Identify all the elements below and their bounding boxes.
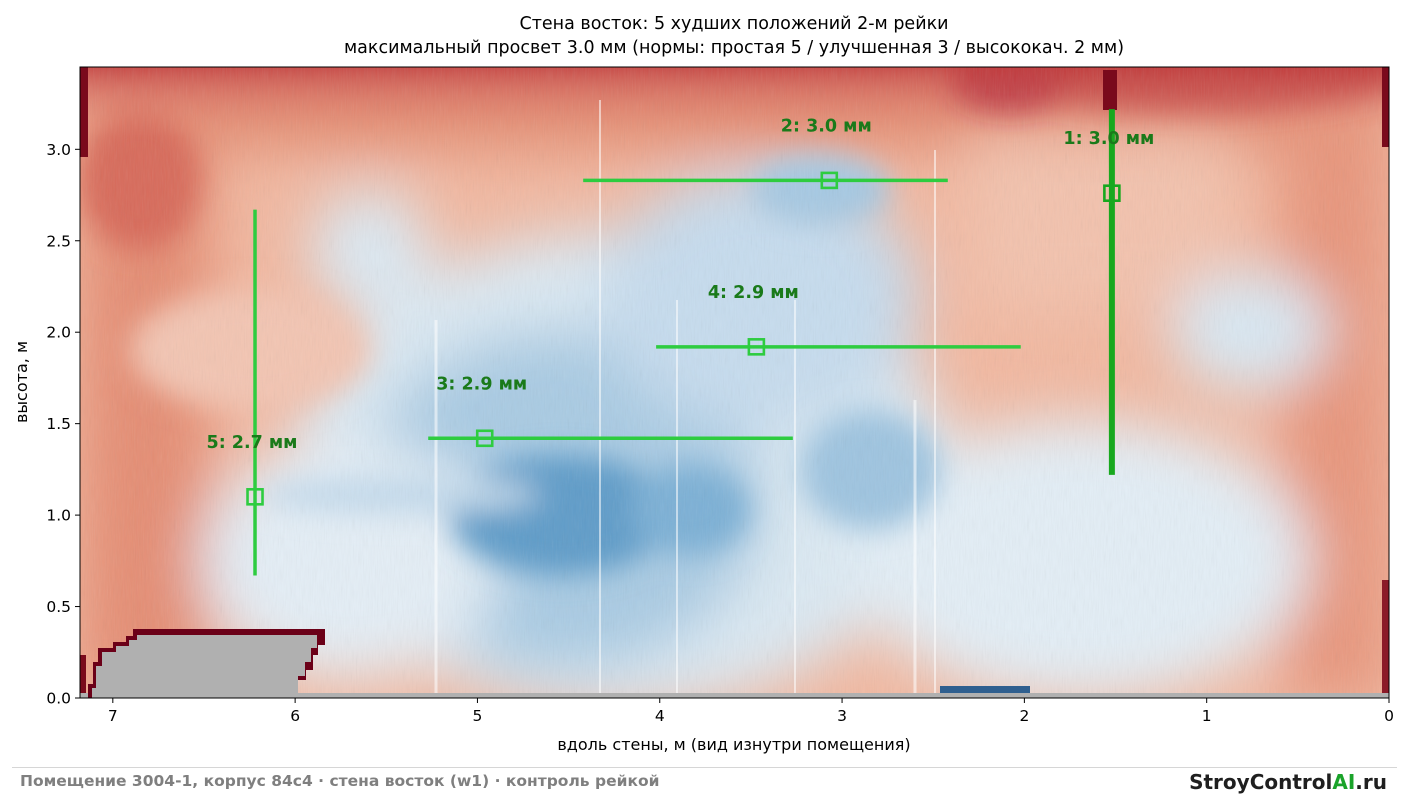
brand-accent: AI [1332, 770, 1356, 794]
max-gap-marker-5 [246, 488, 264, 506]
footer-divider [12, 767, 1397, 768]
placement-label-3: 3: 2.9 мм [436, 374, 527, 394]
axes: 7 6 5 4 3 2 1 0 0.0 0.5 1.0 1.5 2.0 2.5 3.0 [46, 141, 1394, 725]
y-tick-label: 2.5 [46, 232, 71, 250]
brand-prefix: StroyControl [1189, 770, 1333, 794]
brand-suffix: .ru [1355, 770, 1387, 794]
y-tick-label: 3.0 [46, 141, 71, 159]
brand-logo: StroyControlAI.ru [1189, 770, 1387, 794]
y-tick-label: 0.5 [46, 598, 71, 616]
x-tick-label: 7 [108, 707, 118, 725]
plot-frame [79, 66, 1390, 699]
x-tick-label: 3 [837, 707, 847, 725]
placement-label-4: 4: 2.9 мм [708, 283, 799, 303]
x-tick-label: 4 [655, 707, 665, 725]
x-tick-label: 6 [290, 707, 300, 725]
x-tick-label: 2 [1019, 707, 1029, 725]
x-tick-label: 0 [1384, 707, 1394, 725]
y-tick-label: 1.5 [46, 415, 71, 433]
placement-label-5: 5: 2.7 мм [207, 433, 298, 453]
chart-title: Стена восток: 5 худших положений 2-м рей… [519, 14, 948, 34]
worst-placements: 1: 3.0 мм 2: 3.0 мм 3: 2.9 мм 4: 2.9 мм 5: 2… [207, 109, 1154, 576]
footer-caption: Помещение 3004-1, корпус 84c4 · стена во… [20, 772, 660, 790]
x-axis-label: вдоль стены, м (вид изнутри помещения) [557, 735, 910, 754]
max-gap-marker-4 [747, 338, 766, 356]
y-tick-label: 1.0 [46, 507, 71, 525]
x-tick-label: 1 [1202, 707, 1212, 725]
x-tick-label: 5 [473, 707, 483, 725]
y-axis-label: высота, м [12, 341, 31, 423]
y-tick-label: 0.0 [46, 690, 71, 708]
max-gap-marker-1 [1103, 184, 1121, 202]
placement-label-1: 1: 3.0 мм [1063, 129, 1154, 149]
heatmap-field [80, 67, 1389, 698]
max-gap-marker-2 [820, 171, 839, 190]
placement-label-2: 2: 3.0 мм [781, 116, 872, 136]
y-tick-label: 2.0 [46, 324, 71, 342]
chart-subtitle: максимальный просвет 3.0 мм (нормы: прос… [344, 38, 1124, 58]
max-gap-marker-3 [475, 429, 494, 448]
